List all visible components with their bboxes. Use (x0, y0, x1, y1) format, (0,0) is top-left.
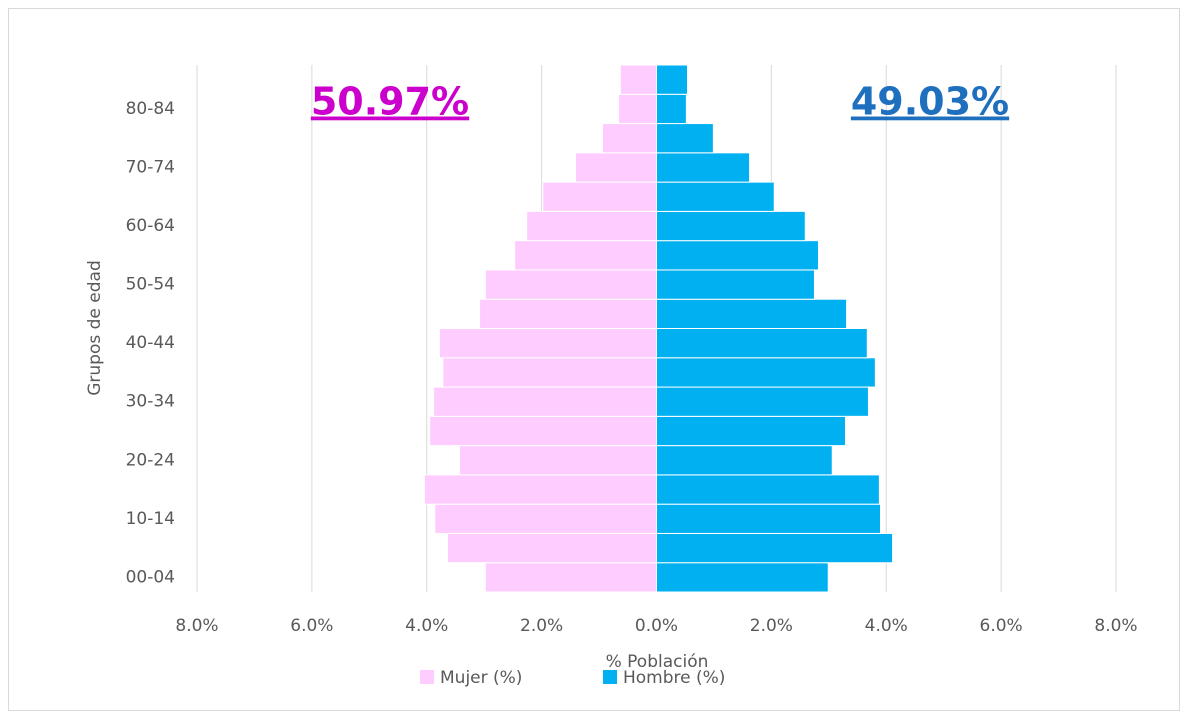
y-tick-label: 10-14 (126, 509, 175, 529)
bar (656, 415, 846, 447)
y-tick-label: 20-24 (126, 450, 175, 470)
bar (442, 357, 657, 388)
legend-swatch (420, 670, 434, 684)
bar (514, 240, 658, 271)
bar (656, 328, 868, 359)
x-tick-label: 4.0% (405, 616, 448, 636)
bar (656, 181, 775, 212)
bar (656, 562, 829, 593)
x-tick-label: 4.0% (865, 616, 908, 636)
legend-swatch (603, 670, 617, 684)
bar (602, 123, 657, 154)
bar (484, 269, 657, 300)
x-tick-label: 8.0% (175, 616, 218, 636)
y-tick-label: 40-44 (126, 333, 175, 353)
x-axis-label: % Población (606, 652, 709, 672)
bar (484, 562, 657, 593)
bar (434, 503, 658, 534)
bar (656, 532, 894, 564)
bar (656, 210, 806, 242)
bar (656, 357, 876, 388)
x-tick-label: 2.0% (520, 616, 563, 636)
bar (423, 474, 658, 505)
bar (446, 532, 657, 564)
bar (656, 152, 751, 183)
bar (618, 93, 657, 125)
y-tick-label: 80-84 (126, 99, 175, 119)
x-tick-label: 6.0% (290, 616, 333, 636)
x-tick-label: 8.0% (1094, 616, 1137, 636)
x-tick-label: 2.0% (750, 616, 793, 636)
annotation: 49.03% (851, 80, 1009, 124)
bar (575, 152, 657, 183)
bar (656, 503, 882, 534)
bar (656, 386, 869, 417)
y-tick-label: 50-54 (126, 275, 175, 295)
bar (656, 298, 848, 330)
bar (479, 298, 657, 330)
annotation: 50.97% (311, 80, 469, 124)
bar (656, 240, 819, 271)
bar (526, 210, 657, 242)
y-tick-label: 30-34 (126, 392, 175, 412)
x-tick-label: 0.0% (635, 616, 678, 636)
bar (429, 415, 658, 447)
bar (656, 123, 714, 154)
bar (438, 328, 658, 359)
legend-label: Hombre (%) (623, 668, 725, 688)
bar (656, 269, 815, 300)
bar (542, 181, 657, 212)
y-tick-label: 70-74 (126, 157, 175, 177)
x-tick-label: 6.0% (980, 616, 1023, 636)
bar (656, 64, 689, 95)
bar (656, 93, 687, 125)
bar (433, 386, 657, 417)
y-tick-label: 60-64 (126, 216, 175, 236)
y-tick-label: 00-04 (126, 567, 175, 587)
bar (656, 445, 833, 476)
legend-label: Mujer (%) (440, 668, 522, 688)
bar (619, 64, 658, 95)
y-axis-label: Grupos de edad (85, 260, 105, 396)
bar (656, 474, 880, 505)
bar (458, 445, 657, 476)
